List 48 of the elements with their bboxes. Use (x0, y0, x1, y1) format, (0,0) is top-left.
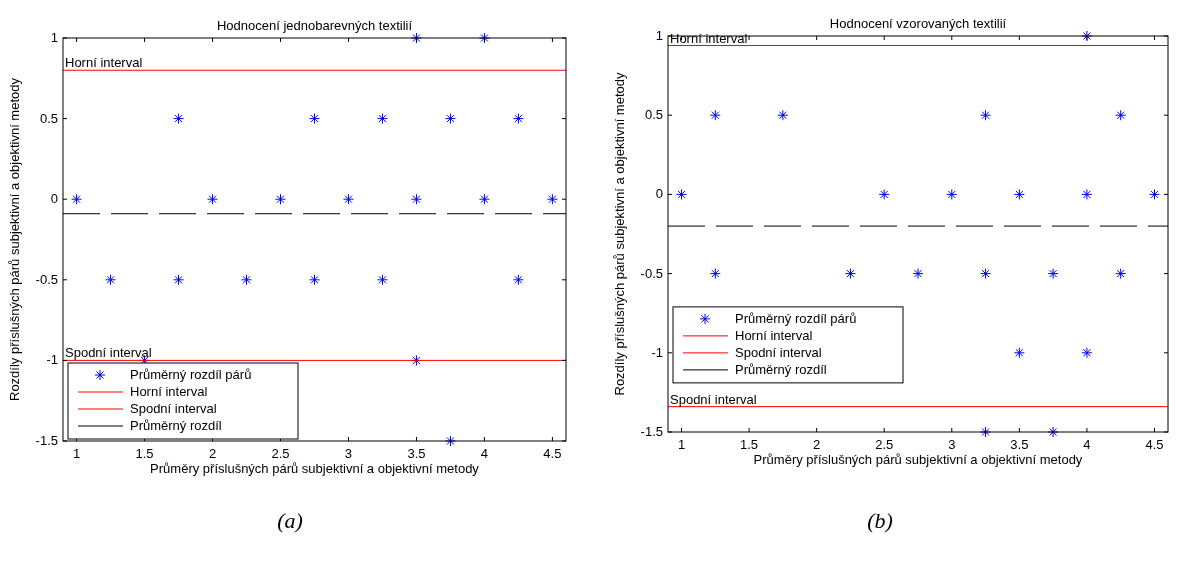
y-tick-label: -1.5 (640, 424, 663, 439)
x-tick-label: 4.5 (1145, 437, 1164, 452)
y-tick-label: -1.5 (35, 433, 58, 448)
legend-label: Průměrný rozdíl párů (130, 367, 252, 382)
x-tick-label: 2 (813, 437, 821, 452)
x-tick-label: 2.5 (875, 437, 894, 452)
x-tick-label: 1.5 (740, 437, 759, 452)
y-tick-label: 0 (50, 191, 58, 207)
chart-title: Hodnocení jednobarevných textilií (216, 18, 413, 33)
annotation: Horní interval (65, 55, 143, 71)
x-tick-label: 4 (1083, 437, 1091, 452)
x-tick-label: 2.5 (271, 446, 290, 461)
x-tick-label: 4.5 (543, 446, 562, 461)
legend-label: Spodní interval (130, 401, 217, 416)
x-tick-label: 3.5 (1010, 437, 1029, 452)
legend-label: Průměrný rozdíl (735, 361, 827, 377)
x-tick-label: 3.5 (407, 446, 426, 461)
x-tick-label: 3 (948, 437, 956, 452)
x-tick-label: 1.5 (135, 446, 154, 461)
legend-label: Horní interval (735, 327, 813, 343)
y-tick-label: -1 (46, 352, 58, 368)
x-tick-label: 1 (72, 446, 81, 461)
annotation: Spodní interval (65, 345, 152, 361)
legend-label: Horní interval (130, 384, 208, 399)
y-tick-label: 1 (655, 28, 663, 43)
y-axis-title: Rozdíly příslušných párů subjektivní a objektivní metody (612, 72, 627, 396)
y-tick-label: -0.5 (35, 271, 58, 287)
legend-label: Průměrný rozdíl párů (735, 310, 857, 326)
y-tick-label: -0.5 (640, 265, 663, 281)
x-tick-label: 1 (677, 437, 686, 452)
x-tick-label: 3 (344, 446, 353, 461)
x-tick-label: 2 (208, 446, 217, 461)
legend-label: Průměrný rozdíl (130, 418, 222, 433)
x-tick-label: 4 (480, 446, 489, 461)
y-tick-label: -1 (651, 344, 663, 360)
y-tick-label: 1 (50, 30, 58, 45)
x-axis-title: Průměry příslušných párů subjektivní a objektivní metody (753, 452, 1083, 467)
chart-title: Hodnocení vzorovaných textilií (829, 16, 1007, 31)
y-tick-label: 0.5 (644, 107, 663, 123)
text: (b) (867, 508, 893, 533)
y-axis-title: Rozdíly příslušných párů subjektivní a objektivní metody (7, 77, 22, 401)
legend-label: Spodní interval (735, 344, 822, 360)
y-tick-label: 0 (655, 186, 663, 202)
y-tick-label: 0.5 (39, 110, 58, 126)
x-axis-title: Průměry příslušných párů subjektivní a objektivní metody (150, 461, 480, 476)
annotation: Spodní interval (670, 391, 757, 407)
text: (a) (277, 508, 303, 533)
annotation: Horní interval (670, 30, 748, 46)
